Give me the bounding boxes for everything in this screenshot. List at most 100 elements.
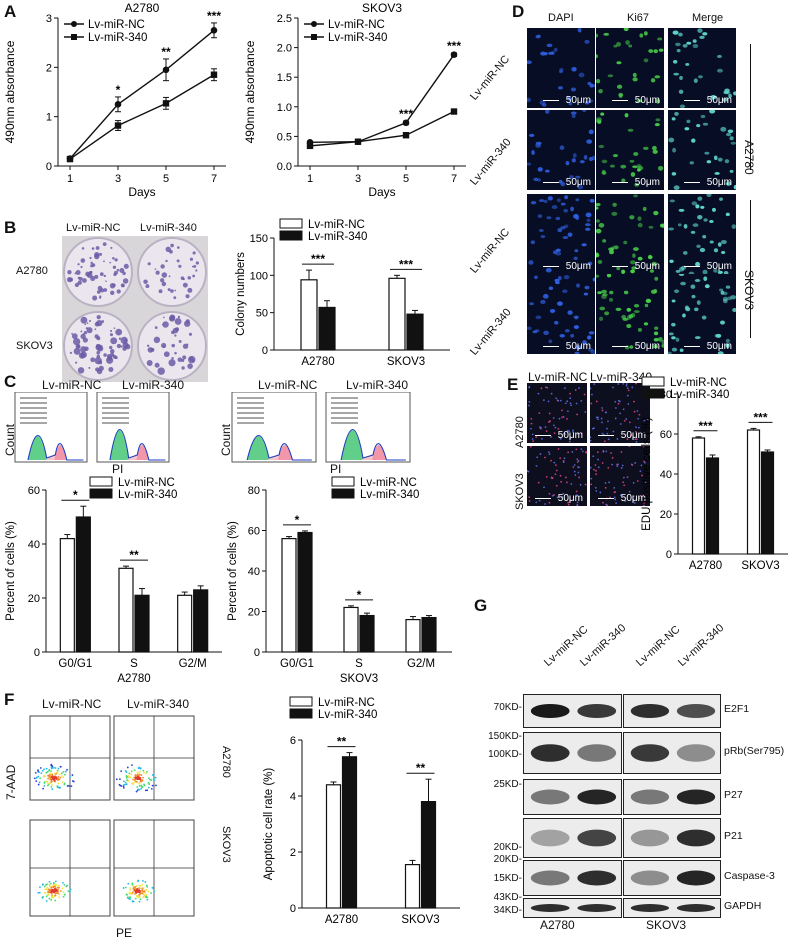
nucleus	[538, 229, 544, 232]
legend-label: Lv-miR-NC	[328, 19, 385, 31]
legend-label: Lv-miR-NC	[88, 19, 145, 31]
nucleus	[607, 466, 610, 469]
nucleus	[580, 448, 583, 451]
nucleus	[623, 240, 628, 245]
protein-band	[530, 744, 570, 762]
significance-label: ***	[207, 9, 221, 23]
g2-peak	[372, 445, 387, 460]
event-dot	[57, 767, 60, 770]
nucleus	[623, 28, 629, 32]
nucleus	[576, 504, 579, 506]
event-dot	[141, 889, 144, 891]
nucleus	[570, 483, 573, 485]
cell-layer	[527, 446, 587, 506]
event-dot	[67, 890, 70, 893]
event-dot	[43, 768, 45, 771]
nucleus	[567, 501, 570, 504]
y-axis-label: Percent of cells (%)	[5, 521, 17, 621]
data-point	[210, 27, 218, 34]
nucleus	[661, 339, 664, 345]
legend-label: Lv-miR-340	[118, 489, 177, 501]
nucleus	[575, 345, 582, 350]
nucleus	[595, 473, 598, 476]
nucleus	[620, 467, 623, 469]
nucleus	[655, 118, 661, 122]
nucleus	[564, 387, 566, 390]
x-tick-label: A2780	[325, 914, 358, 926]
event-dot	[133, 776, 136, 779]
event-dot	[155, 784, 157, 787]
event-dot	[147, 890, 150, 893]
nucleus	[601, 159, 608, 164]
event-dot	[132, 888, 135, 891]
event-dot	[146, 789, 149, 792]
nucleus	[605, 450, 608, 453]
nucleus	[543, 486, 545, 489]
nucleus	[704, 151, 710, 155]
if-micrograph: 50μm	[596, 274, 664, 354]
nucleus	[562, 236, 569, 240]
nucleus	[548, 451, 550, 454]
nucleus	[573, 256, 578, 261]
nucleus	[570, 333, 575, 338]
nucleus	[585, 212, 592, 218]
significance-label: ***	[698, 419, 712, 433]
event-dot	[39, 767, 42, 769]
event-dot	[49, 885, 51, 888]
nucleus	[616, 84, 623, 89]
legend-marker	[71, 34, 77, 40]
event-dot	[62, 881, 64, 884]
event-dot	[130, 770, 133, 773]
nucleus	[606, 427, 608, 430]
colony	[96, 320, 103, 327]
nucleus	[632, 72, 637, 78]
x-tick-label: 3	[355, 173, 361, 185]
nucleus	[551, 477, 553, 480]
event-dot	[44, 892, 47, 894]
x-tick-label: SKOV3	[387, 356, 425, 368]
legend-swatch	[331, 488, 355, 499]
chart-a-skov3: SKOV3 0.0 0.5 1.0 1.5 2.0 2.5 1 3 5 7 Days 490nm abs…	[243, 1, 466, 199]
nucleus	[535, 464, 538, 467]
nucleus	[710, 95, 717, 100]
mw-marker: 15KD-	[493, 873, 522, 884]
nucleus	[724, 88, 730, 93]
event-dot	[132, 891, 134, 893]
nucleus	[648, 49, 654, 53]
event-dot	[69, 890, 71, 893]
nucleus	[694, 279, 701, 282]
nucleus	[535, 501, 538, 504]
colony	[124, 338, 128, 342]
protein-band	[676, 744, 716, 762]
nucleus	[630, 172, 636, 177]
chart-b-colony: 0 50 100 150 A2780 *** SKOV3 *** Colony numbers L…	[235, 218, 450, 368]
b-col-nc: Lv-miR-NC	[66, 222, 121, 234]
nucleus	[632, 165, 638, 169]
legend-label: Lv-miR-NC	[670, 377, 727, 389]
nucleus	[645, 298, 652, 304]
nucleus	[575, 494, 578, 497]
event-dot	[48, 769, 50, 772]
colony	[116, 268, 120, 272]
data-point	[114, 101, 122, 108]
y-tick-label: 20	[248, 607, 260, 619]
event-dot	[50, 886, 53, 889]
colony	[176, 246, 180, 249]
nucleus	[573, 325, 579, 330]
colony	[160, 278, 165, 283]
nucleus	[559, 69, 563, 74]
event-dot	[131, 782, 134, 785]
colony	[189, 257, 194, 261]
bar	[281, 537, 297, 653]
blot-strip	[623, 898, 721, 918]
blot-strip	[523, 779, 622, 815]
nucleus	[568, 440, 571, 443]
event-dot	[48, 880, 51, 883]
series-line	[69, 29, 215, 160]
event-dot	[140, 787, 143, 790]
nucleus	[688, 271, 695, 274]
scale-label: 50μm	[634, 261, 660, 272]
nucleus	[615, 502, 618, 505]
e-row-skov3: SKOV3	[514, 473, 526, 510]
nucleus	[570, 111, 577, 115]
